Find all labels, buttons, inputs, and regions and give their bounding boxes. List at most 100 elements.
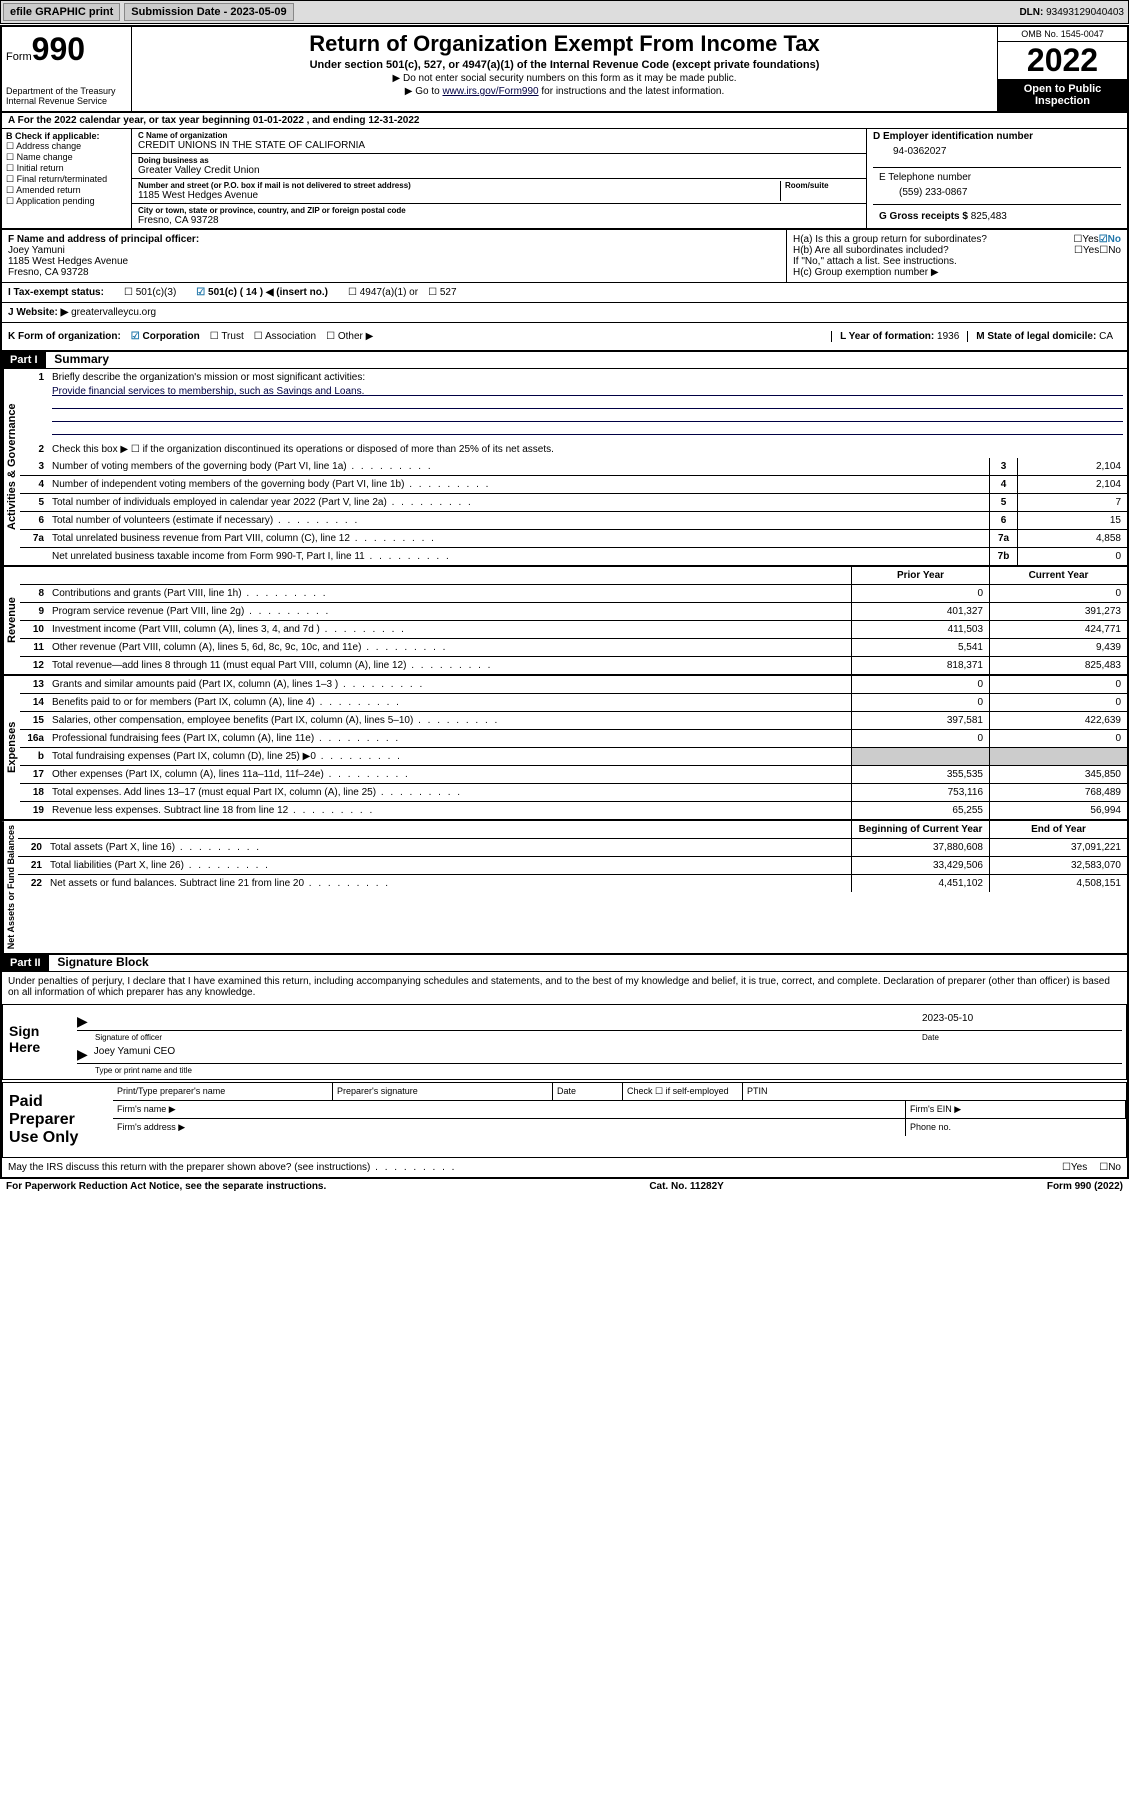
prior-val: 397,581: [851, 712, 989, 729]
efile-print-button[interactable]: efile GRAPHIC print: [3, 3, 120, 21]
section-b: B Check if applicable: ☐ Address change …: [2, 129, 132, 228]
mission-text: Provide financial services to membership…: [52, 386, 1123, 396]
line-box: 7a: [989, 530, 1017, 547]
current-year-hdr: Current Year: [989, 567, 1127, 584]
prep-date-label: Date: [553, 1083, 623, 1100]
summary-governance: Activities & Governance 1 Briefly descri…: [2, 369, 1127, 567]
summary-netassets: Net Assets or Fund Balances Beginning of…: [2, 821, 1127, 955]
sig-date-label: Date: [922, 1033, 1122, 1042]
line-text: Total expenses. Add lines 13–17 (must eq…: [48, 784, 851, 801]
header-left: Form990 Department of the Treasury Inter…: [2, 27, 132, 111]
topbar: efile GRAPHIC print Submission Date - 20…: [0, 0, 1129, 24]
curr-val: [989, 748, 1127, 765]
k-corp[interactable]: ☑ Corporation: [131, 331, 200, 342]
chk-final[interactable]: ☐ Final return/terminated: [6, 174, 127, 185]
curr-val: 32,583,070: [989, 857, 1127, 874]
line-val: 7: [1017, 494, 1127, 511]
side-netassets: Net Assets or Fund Balances: [2, 821, 18, 953]
prior-val: 411,503: [851, 621, 989, 638]
opt-4947[interactable]: ☐ 4947(a)(1) or: [348, 287, 418, 298]
submission-date-button[interactable]: Submission Date - 2023-05-09: [124, 3, 293, 21]
q2-num: 2: [20, 441, 48, 458]
note-ssn: ▶ Do not enter social security numbers o…: [136, 73, 993, 84]
tax-year: 2022: [998, 42, 1127, 79]
submission-label: Submission Date -: [131, 6, 230, 18]
sig-arrow2-icon: ▶: [77, 1046, 88, 1063]
hb-no[interactable]: ☐No: [1099, 245, 1121, 256]
irs-link[interactable]: www.irs.gov/Form990: [442, 86, 538, 97]
prior-val: 355,535: [851, 766, 989, 783]
line-text: Investment income (Part VIII, column (A)…: [48, 621, 851, 638]
line-num: 4: [20, 476, 48, 493]
line-num: 10: [20, 621, 48, 638]
line-box: 7b: [989, 548, 1017, 565]
footer-right: Form 990 (2022): [1047, 1181, 1123, 1192]
curr-val: 0: [989, 730, 1127, 747]
line-num: 5: [20, 494, 48, 511]
k-other[interactable]: ☐ Other ▶: [326, 331, 373, 342]
part1-header: Part I Summary: [2, 352, 1127, 369]
inspection-badge: Open to Public Inspection: [998, 79, 1127, 111]
chk-amended[interactable]: ☐ Amended return: [6, 185, 127, 196]
prior-val: 0: [851, 676, 989, 693]
netassets-header: Beginning of Current Year End of Year: [18, 821, 1127, 839]
m-val: CA: [1099, 331, 1113, 342]
hb-note: If "No," attach a list. See instructions…: [793, 256, 1121, 267]
line-num: 16a: [20, 730, 48, 747]
line-val: 4,858: [1017, 530, 1127, 547]
line-text: Total liabilities (Part X, line 26): [46, 857, 851, 874]
opt-501c[interactable]: ☑ 501(c) ( 14 ) ◀ (insert no.): [196, 287, 328, 298]
k-assoc[interactable]: ☐ Association: [254, 331, 316, 342]
prep-self-employed[interactable]: Check ☐ if self-employed: [623, 1083, 743, 1100]
form-number: 990: [32, 31, 85, 67]
officer-name-title: Joey Yamuni CEO: [94, 1046, 175, 1063]
line-text: Contributions and grants (Part VIII, lin…: [48, 585, 851, 602]
summary-revenue: Revenue Prior Year Current Year 8 Contri…: [2, 567, 1127, 676]
header-middle: Return of Organization Exempt From Incom…: [132, 27, 997, 111]
line-text: Net assets or fund balances. Subtract li…: [46, 875, 851, 892]
opt-501c3[interactable]: ☐ 501(c)(3): [124, 287, 176, 298]
discuss-yes[interactable]: ☐Yes: [1062, 1162, 1087, 1173]
prep-ptin-label: PTIN: [743, 1083, 1126, 1100]
chk-pending[interactable]: ☐ Application pending: [6, 196, 127, 207]
l-label: L Year of formation:: [840, 331, 937, 342]
room-label: Room/suite: [785, 181, 860, 190]
opt-527[interactable]: ☐ 527: [428, 287, 456, 298]
chk-address[interactable]: ☐ Address change: [6, 141, 127, 152]
curr-val: 0: [989, 676, 1127, 693]
hb-text: H(b) Are all subordinates included?: [793, 245, 1074, 256]
ha-no[interactable]: ☑No: [1099, 234, 1121, 245]
city-label: City or town, state or province, country…: [138, 206, 860, 215]
line-val: 2,104: [1017, 476, 1127, 493]
summary-expenses: Expenses 13 Grants and similar amounts p…: [2, 676, 1127, 821]
line-num: [20, 548, 48, 565]
firm-phone-label: Phone no.: [906, 1119, 1126, 1136]
line-text: Total revenue—add lines 8 through 11 (mu…: [48, 657, 851, 674]
footer-left: For Paperwork Reduction Act Notice, see …: [6, 1181, 326, 1192]
line-num: 7a: [20, 530, 48, 547]
line-text: Number of voting members of the governin…: [48, 458, 989, 475]
footer-mid: Cat. No. 11282Y: [649, 1181, 723, 1192]
prior-val: 401,327: [851, 603, 989, 620]
line-text: Benefits paid to or for members (Part IX…: [48, 694, 851, 711]
discuss-no[interactable]: ☐No: [1099, 1162, 1121, 1173]
l-val: 1936: [937, 331, 959, 342]
prior-val: 0: [851, 730, 989, 747]
line-val: 2,104: [1017, 458, 1127, 475]
form-subtitle: Under section 501(c), 527, or 4947(a)(1)…: [136, 59, 993, 71]
line-num: 12: [20, 657, 48, 674]
discuss-text: May the IRS discuss this return with the…: [8, 1162, 1062, 1173]
chk-name[interactable]: ☐ Name change: [6, 152, 127, 163]
chk-initial[interactable]: ☐ Initial return: [6, 163, 127, 174]
hb-yes[interactable]: ☐Yes: [1074, 245, 1099, 256]
k-trust[interactable]: ☐ Trust: [210, 331, 244, 342]
dept-treasury: Department of the Treasury: [6, 86, 127, 96]
ein: 94-0362027: [873, 142, 1121, 167]
line-text: Total unrelated business revenue from Pa…: [48, 530, 989, 547]
j-label: J Website: ▶: [8, 307, 71, 318]
line-text: Number of independent voting members of …: [48, 476, 989, 493]
side-governance: Activities & Governance: [2, 369, 20, 565]
ha-yes[interactable]: ☐Yes: [1073, 234, 1098, 245]
prep-sig-label: Preparer's signature: [333, 1083, 553, 1100]
prior-val: 33,429,506: [851, 857, 989, 874]
